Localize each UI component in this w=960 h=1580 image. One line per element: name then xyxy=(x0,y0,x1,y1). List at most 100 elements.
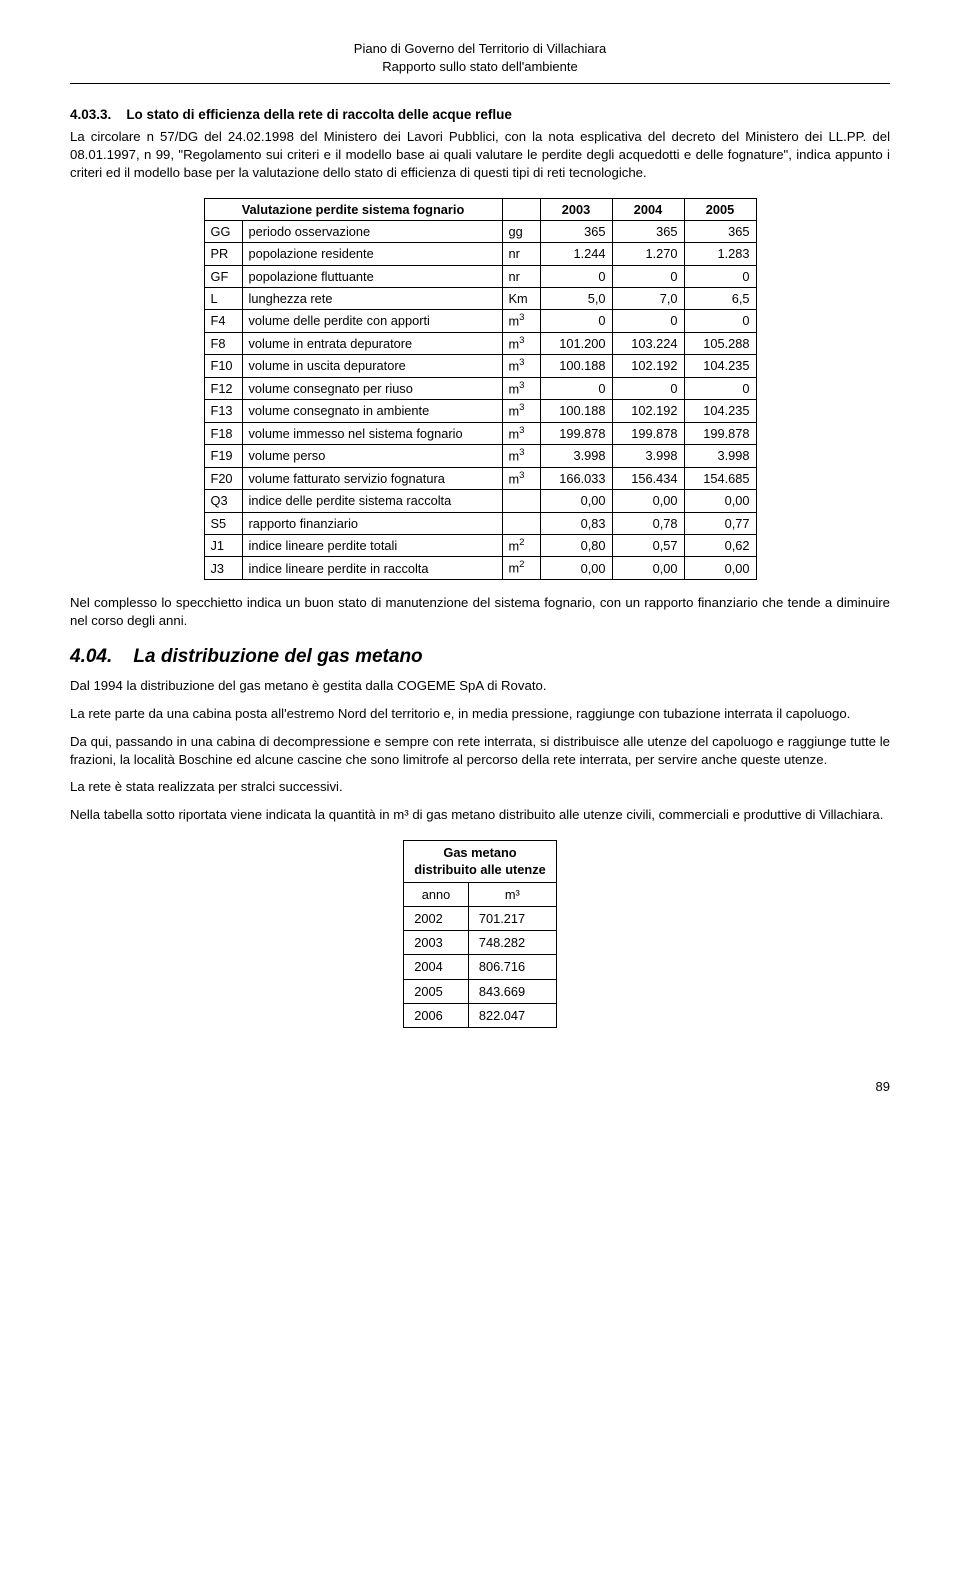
cell-code: F19 xyxy=(204,445,242,468)
cell-code: F18 xyxy=(204,422,242,445)
cell-value: 0 xyxy=(684,310,756,333)
heading-text: Lo stato di efficienza della rete di rac… xyxy=(126,107,512,122)
table2-title-line1: Gas metano xyxy=(443,845,516,860)
cell-value: 0 xyxy=(612,310,684,333)
section-404-para-2: Da qui, passando in una cabina di decomp… xyxy=(70,733,890,769)
header-line2: Rapporto sullo stato dell'ambiente xyxy=(70,58,890,76)
cell-desc: volume delle perdite con apporti xyxy=(242,310,502,333)
table-valutazione-perdite: Valutazione perdite sistema fognario 200… xyxy=(204,198,757,580)
cell-value: 0,00 xyxy=(612,490,684,512)
cell-unit: m3 xyxy=(502,310,540,333)
table-row: F13volume consegnato in ambientem3100.18… xyxy=(204,400,756,423)
cell-value: 166.033 xyxy=(540,467,612,490)
cell-code: GG xyxy=(204,221,242,243)
header-line1: Piano di Governo del Territorio di Villa… xyxy=(70,40,890,58)
section-404-para-0: Dal 1994 la distribuzione del gas metano… xyxy=(70,677,890,695)
cell-unit: m3 xyxy=(502,332,540,355)
table-row: 2005843.669 xyxy=(404,979,557,1003)
paragraph-after-table1: Nel complesso lo specchietto indica un b… xyxy=(70,594,890,630)
table-row: 2002701.217 xyxy=(404,906,557,930)
cell-value: 365 xyxy=(612,221,684,243)
cell-value: 0 xyxy=(684,377,756,400)
cell-value: 199.878 xyxy=(540,422,612,445)
cell-desc: indice lineare perdite in raccolta xyxy=(242,557,502,580)
table-row: F19volume persom33.9983.9983.998 xyxy=(204,445,756,468)
cell-value: 0 xyxy=(540,377,612,400)
cell-code: PR xyxy=(204,243,242,265)
cell-value: 0,00 xyxy=(540,557,612,580)
cell-value: 0,57 xyxy=(612,534,684,557)
cell-value: 806.716 xyxy=(468,955,556,979)
cell-anno: 2004 xyxy=(404,955,469,979)
table2-col-0: anno xyxy=(404,882,469,906)
cell-value: 104.235 xyxy=(684,400,756,423)
cell-unit xyxy=(502,512,540,534)
heading-text: La distribuzione del gas metano xyxy=(133,646,422,667)
table-row: F8volume in entrata depuratorem3101.2001… xyxy=(204,332,756,355)
table-row: F12volume consegnato per riusom3000 xyxy=(204,377,756,400)
cell-value: 701.217 xyxy=(468,906,556,930)
section-404-heading: 4.04. La distribuzione del gas metano xyxy=(70,644,890,670)
cell-value: 365 xyxy=(684,221,756,243)
document-header: Piano di Governo del Territorio di Villa… xyxy=(70,40,890,75)
cell-unit: nr xyxy=(502,243,540,265)
cell-anno: 2003 xyxy=(404,931,469,955)
cell-value: 0,80 xyxy=(540,534,612,557)
table-row: J1indice lineare perdite totalim20,800,5… xyxy=(204,534,756,557)
cell-value: 0,00 xyxy=(540,490,612,512)
table-row: PRpopolazione residentenr1.2441.2701.283 xyxy=(204,243,756,265)
cell-code: S5 xyxy=(204,512,242,534)
table-row: 2003748.282 xyxy=(404,931,557,955)
table2-title-line2: distribuito alle utenze xyxy=(414,862,546,877)
section-403-paragraph: La circolare n 57/DG del 24.02.1998 del … xyxy=(70,128,890,181)
cell-desc: volume in entrata depuratore xyxy=(242,332,502,355)
heading-number: 4.03.3. xyxy=(70,107,111,122)
cell-value: 102.192 xyxy=(612,400,684,423)
table1-caption: Valutazione perdite sistema fognario xyxy=(204,198,502,220)
cell-value: 843.669 xyxy=(468,979,556,1003)
cell-code: GF xyxy=(204,265,242,287)
cell-desc: lunghezza rete xyxy=(242,287,502,309)
cell-value: 1.270 xyxy=(612,243,684,265)
cell-value: 3.998 xyxy=(540,445,612,468)
table-header-row: Valutazione perdite sistema fognario 200… xyxy=(204,198,756,220)
table1-year-0: 2003 xyxy=(540,198,612,220)
cell-value: 0 xyxy=(684,265,756,287)
cell-unit: m3 xyxy=(502,377,540,400)
cell-value: 0 xyxy=(540,265,612,287)
table2-col-row: anno m³ xyxy=(404,882,557,906)
table-row: GGperiodo osservazionegg365365365 xyxy=(204,221,756,243)
table-row: F10volume in uscita depuratorem3100.1881… xyxy=(204,355,756,378)
table1-year-2: 2005 xyxy=(684,198,756,220)
cell-value: 0,00 xyxy=(684,490,756,512)
cell-value: 154.685 xyxy=(684,467,756,490)
cell-unit: gg xyxy=(502,221,540,243)
table-row: 2006822.047 xyxy=(404,1003,557,1027)
table1-year-1: 2004 xyxy=(612,198,684,220)
cell-value: 199.878 xyxy=(684,422,756,445)
cell-unit: m3 xyxy=(502,422,540,445)
cell-value: 100.188 xyxy=(540,400,612,423)
cell-unit: m3 xyxy=(502,355,540,378)
table-row: F20volume fatturato servizio fognaturam3… xyxy=(204,467,756,490)
table1-wrap: Valutazione perdite sistema fognario 200… xyxy=(70,198,890,580)
cell-desc: volume perso xyxy=(242,445,502,468)
cell-desc: popolazione residente xyxy=(242,243,502,265)
cell-value: 365 xyxy=(540,221,612,243)
table-row: J3indice lineare perdite in raccoltam20,… xyxy=(204,557,756,580)
cell-value: 3.998 xyxy=(612,445,684,468)
cell-desc: volume consegnato in ambiente xyxy=(242,400,502,423)
table-row: F18volume immesso nel sistema fognariom3… xyxy=(204,422,756,445)
cell-unit: m2 xyxy=(502,557,540,580)
cell-value: 1.244 xyxy=(540,243,612,265)
cell-value: 3.998 xyxy=(684,445,756,468)
cell-value: 156.434 xyxy=(612,467,684,490)
cell-desc: indice lineare perdite totali xyxy=(242,534,502,557)
cell-value: 0,62 xyxy=(684,534,756,557)
section-404-para-1: La rete parte da una cabina posta all'es… xyxy=(70,705,890,723)
cell-value: 0,78 xyxy=(612,512,684,534)
heading-number: 4.04. xyxy=(70,646,112,667)
cell-anno: 2005 xyxy=(404,979,469,1003)
table2-title: Gas metano distribuito alle utenze xyxy=(404,841,557,883)
cell-code: F4 xyxy=(204,310,242,333)
